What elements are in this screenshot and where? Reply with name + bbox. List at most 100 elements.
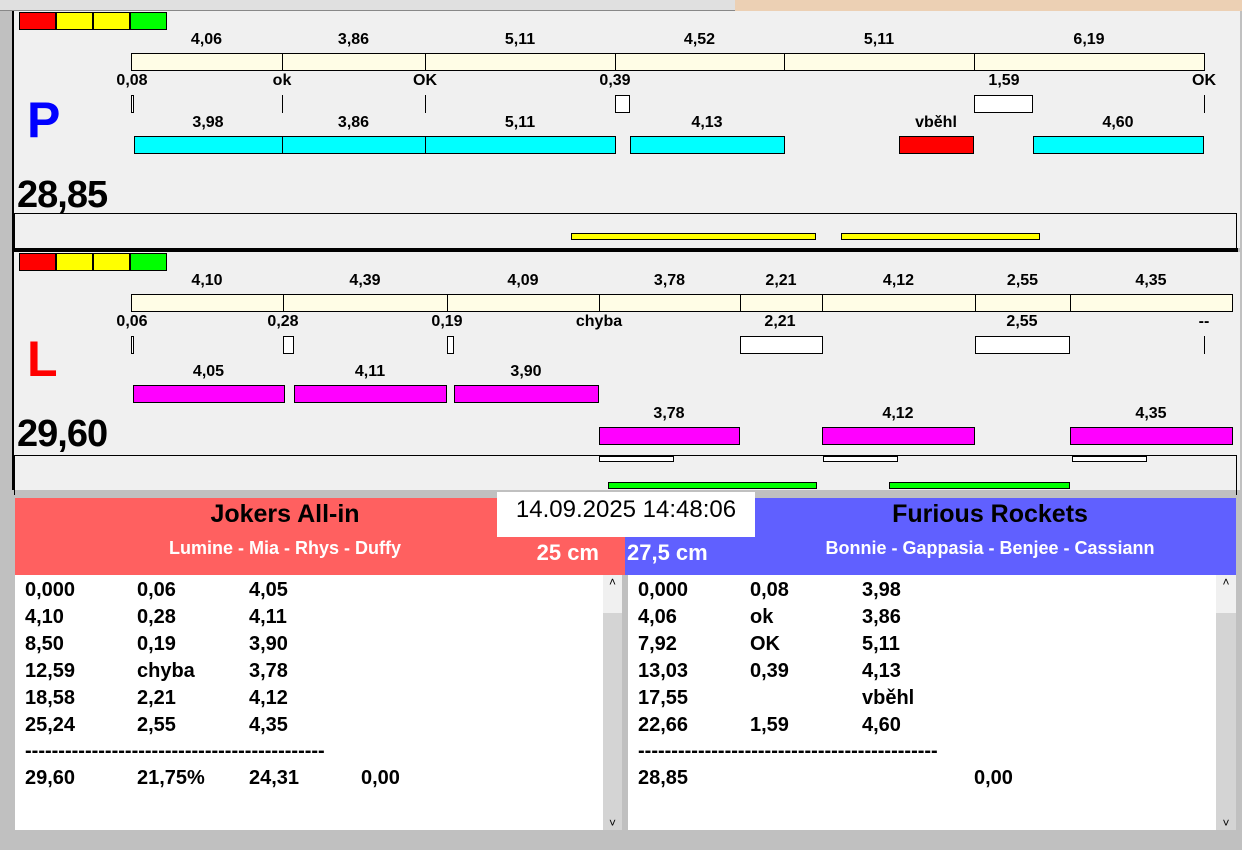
split-label: 4,35	[1135, 272, 1167, 289]
split-label: 4,10	[191, 272, 223, 289]
result-cell: 4,11	[249, 606, 287, 628]
run-bar	[1070, 427, 1233, 445]
split-label: 4,09	[507, 272, 539, 289]
result-cell: 5,11	[862, 633, 900, 655]
result-separator: ----------------------------------------…	[25, 740, 325, 762]
result-cell: 22,66	[638, 714, 689, 736]
split-label: 3,78	[653, 272, 686, 289]
run-label: 3,98	[192, 114, 224, 131]
result-cell: 0,28	[137, 606, 176, 628]
scroll-down-icon[interactable]: ˅	[1222, 816, 1230, 830]
team-left-name: Jokers All-in	[210, 500, 360, 528]
run-bar	[822, 427, 975, 445]
run-label: 5,11	[504, 114, 536, 131]
reaction-label: --	[1198, 313, 1210, 330]
status-light	[130, 253, 167, 271]
result-row: 25,24 2,55 4,35	[25, 714, 585, 741]
run-bar	[134, 136, 283, 154]
result-row: 12,59 chyba 3,78	[25, 660, 585, 687]
reaction-label: chyba	[575, 313, 623, 330]
tab-strip-fill	[735, 0, 1242, 11]
reaction-marker	[1204, 336, 1205, 354]
run-label: 3,78	[653, 405, 685, 422]
result-cell: 1,59	[750, 714, 789, 736]
run-bar	[630, 136, 785, 154]
result-row: 0,000 0,06 4,05	[25, 579, 585, 606]
team-right-scrollbar[interactable]: ˄ ˅	[1216, 575, 1236, 830]
result-row: 7,92 OK 5,11	[638, 633, 1198, 660]
result-cell: ok	[750, 606, 774, 628]
reaction-marker	[740, 336, 823, 354]
track-panel-l: L 29,60 4,10 4,39 4,09 3,78 2,21 4,12 2,55 4,35 0,…	[12, 252, 1240, 495]
run-label: 3,90	[510, 363, 542, 380]
reaction-label: 1,59	[988, 72, 1020, 89]
result-row: 8,50 0,19 3,90	[25, 633, 585, 660]
status-light	[56, 253, 93, 271]
result-row: 0,000 0,08 3,98	[638, 579, 1198, 606]
split-bar	[615, 53, 785, 71]
run-label: 4,35	[1135, 405, 1167, 422]
result-cell: 8,50	[25, 633, 64, 655]
track-panel-p: P 28,85 4,06 3,86 5,11 4,52 5,11 6,19 0,08 ok OK 0,…	[12, 11, 1240, 253]
team-right-height: 27,5 cm	[627, 540, 708, 565]
reaction-label: 0,39	[599, 72, 631, 89]
result-row: 13,03 0,39 4,13	[638, 660, 1198, 687]
reaction-marker	[131, 95, 134, 113]
run-label: vběhl	[915, 114, 957, 131]
result-cell: 0,06	[137, 579, 176, 601]
split-bar	[740, 294, 823, 312]
result-cell: 25,24	[25, 714, 76, 736]
lane-letter: P	[27, 92, 61, 148]
reaction-label: 0,28	[267, 313, 299, 330]
result-cell: OK	[750, 633, 780, 655]
run-bar	[1033, 136, 1204, 154]
status-light	[56, 12, 93, 30]
run-bar	[133, 385, 285, 403]
split-label: 5,11	[863, 31, 895, 48]
result-cell: 4,13	[862, 660, 901, 682]
reaction-marker	[1204, 95, 1205, 113]
result-cell: vběhl	[862, 687, 915, 709]
reaction-label: OK	[1192, 72, 1216, 89]
split-label: 4,39	[349, 272, 381, 289]
run-bar	[899, 136, 974, 154]
status-light	[19, 12, 56, 30]
result-cell: 3,86	[862, 606, 901, 628]
team-left-scrollbar[interactable]: ˄ ˅	[603, 575, 622, 830]
scroll-up-icon[interactable]: ˄	[1222, 575, 1230, 589]
run-bar	[599, 427, 740, 445]
result-cell: 2,21	[137, 687, 176, 709]
team-right-members: Bonnie - Gappasia - Benjee - Cassiann	[825, 538, 1155, 558]
status-light	[130, 12, 167, 30]
split-bar	[975, 294, 1071, 312]
result-cell: 29,60	[25, 767, 76, 789]
progress-marker	[823, 456, 898, 462]
scroll-down-icon[interactable]: ˅	[608, 816, 616, 830]
progress-marker	[1072, 456, 1147, 462]
split-bar	[974, 53, 1205, 71]
result-cell: 3,78	[249, 660, 288, 682]
reaction-label: 2,55	[1006, 313, 1038, 330]
result-cell: 24,31	[249, 767, 300, 789]
status-light	[93, 253, 130, 271]
result-cell: 0,08	[750, 579, 789, 601]
result-cell: 4,05	[249, 579, 288, 601]
split-label: 5,11	[504, 31, 536, 48]
result-cell: 4,12	[249, 687, 288, 709]
lane-total-time: 29,60	[17, 413, 108, 455]
timestamp: 14.09.2025 14:48:06	[497, 492, 755, 537]
scroll-up-icon[interactable]: ˄	[608, 575, 616, 589]
split-label: 6,19	[1073, 31, 1105, 48]
result-cell: 28,85	[638, 767, 689, 789]
progress-bar	[841, 233, 1040, 240]
result-cell: 18,58	[25, 687, 76, 709]
progress-bar	[889, 482, 1070, 489]
split-bar	[425, 53, 616, 71]
run-bar	[425, 136, 616, 154]
split-bar	[131, 294, 284, 312]
reaction-label: 0,06	[116, 313, 148, 330]
result-cell: 0,00	[361, 767, 400, 789]
tab-strip	[0, 0, 735, 11]
run-bar	[294, 385, 447, 403]
result-cell: 12,59	[25, 660, 76, 682]
